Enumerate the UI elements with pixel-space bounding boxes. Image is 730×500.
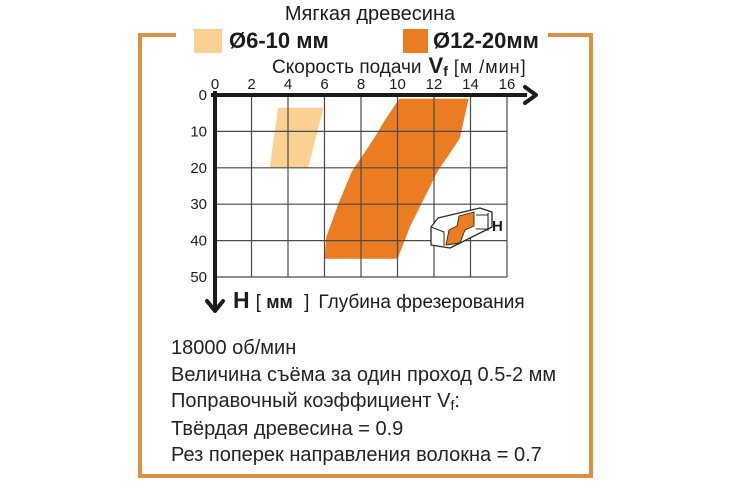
legend-label-large-diameter: Ø12-20мм [433,28,539,53]
frame-right-border [589,33,593,478]
page-title: Мягкая древесина [284,3,456,25]
x-axis-caption: Скорость подачи V f [м /мин] [272,53,527,79]
note-coefficient-symbol: V [437,390,451,412]
y-axis-caption: H [ мм ] Глубина фрезерования [233,287,525,314]
milled-profile-icon [445,211,475,246]
x-axis-symbol: V [428,53,444,78]
note-coefficient-subscript: f [450,397,455,413]
note-rpm: 18000 об/мин [171,337,297,359]
y-axis-bracket-open: [ [255,292,267,313]
legend-swatch-small-diameter [194,29,222,53]
x-axis-caption-text: Скорость подачи [272,57,422,78]
y-axis-bracket-close: ] [298,292,310,313]
milling-depth-icon: H [430,207,503,249]
x-tick-label: 12 [426,76,443,93]
frame-bottom-border [138,474,593,478]
y-tick-label: 50 [190,269,207,286]
depth-marker-label: H [492,218,503,235]
y-axis-caption-text: Глубина фрезерования [318,292,525,313]
note-hardwood: Твёрдая древесина = 0.9 [171,417,404,440]
x-tick-label: 16 [499,76,516,93]
note-coefficient-colon: : [454,390,460,412]
frame-top-border-right-segment [548,33,593,37]
x-axis-symbol-subscript: f [443,63,448,79]
x-tick-label: 0 [211,76,219,93]
note-coefficient-text: Поправочный коэффициент [171,390,438,412]
y-axis-unit: мм [266,292,293,312]
legend-label-small-diameter: Ø6-10 мм [229,28,329,53]
y-tick-label: 30 [190,196,207,213]
x-tick-label: 10 [389,76,406,93]
legend-swatch-large-diameter [403,29,428,53]
y-tick-label: 10 [190,123,207,140]
notes-block: 18000 об/мин Величина съёма за один прох… [171,335,556,469]
x-tick-label: 6 [320,76,328,93]
chart-canvas: 0 2 4 6 8 10 12 14 16 0 10 20 30 40 50 H [190,76,538,313]
depth-bracket-icon [476,213,489,231]
chart-axes [205,85,538,313]
x-tick-label: 4 [284,76,292,93]
chart-tick-labels: 0 2 4 6 8 10 12 14 16 0 10 20 30 40 50 [190,76,515,286]
x-axis-arrow-icon [523,85,538,105]
x-tick-label: 14 [462,76,479,93]
y-axis-symbol: H [233,287,250,313]
frame-top-border-left-segment [138,33,176,37]
frame-left-border [138,33,142,478]
x-axis-unit: [м /мин] [453,57,527,77]
y-tick-label: 40 [190,233,207,250]
chart-grid [214,94,508,278]
region-small-diameter [269,107,324,168]
y-tick-label: 20 [190,160,207,177]
workpiece-edge-icon [430,226,445,246]
y-axis-arrow-icon [205,299,225,313]
x-tick-label: 2 [247,76,255,93]
y-tick-label: 0 [199,87,207,104]
x-tick-label: 8 [357,76,365,93]
note-coefficient: Поправочный коэффициент Vf: [171,388,556,416]
note-pass: Величина съёма за один проход 0.5-2 мм [171,363,557,386]
note-cross-grain: Рез поперек направления волокна = 0.7 [171,444,542,466]
